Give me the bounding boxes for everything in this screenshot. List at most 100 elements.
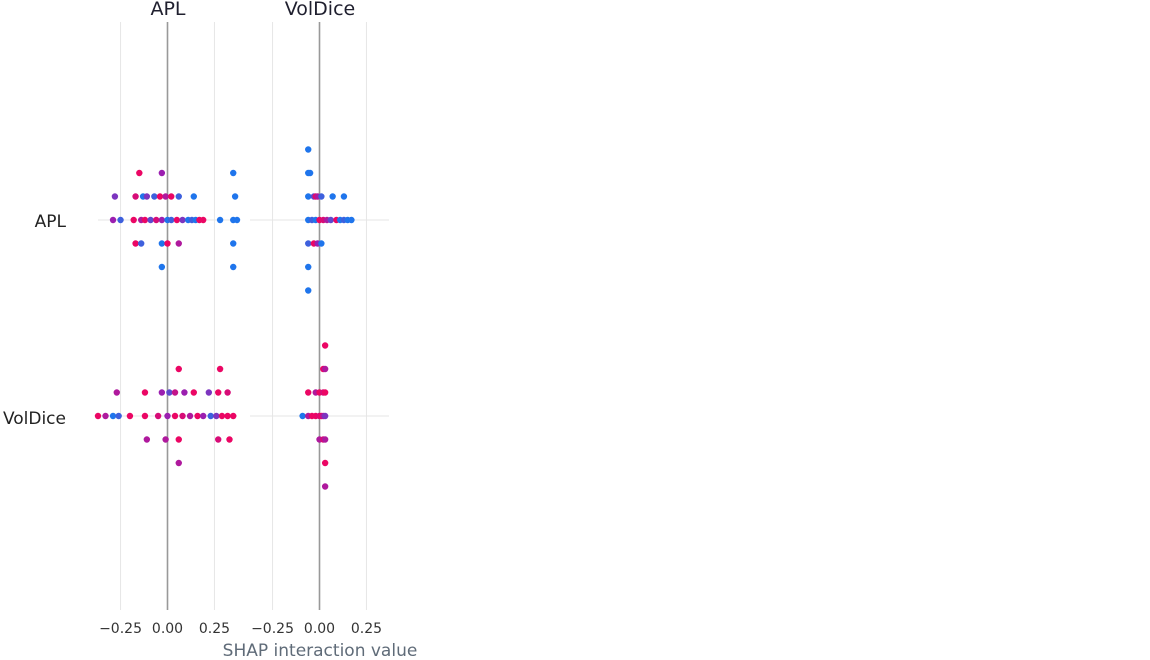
point-apl-apl-41 — [230, 263, 237, 271]
point-voldice-apl-16 — [126, 412, 134, 420]
point-voldice-voldice-20 — [321, 483, 329, 490]
x-tick-label-apl-1: 0.00 — [152, 621, 183, 637]
point-voldice-apl-0 — [175, 365, 182, 373]
point-apl-voldice-7 — [318, 193, 325, 200]
point-apl-voldice-21 — [348, 216, 355, 224]
point-apl-apl-33 — [233, 216, 241, 224]
points-layer — [94, 146, 355, 490]
point-voldice-apl-25 — [207, 412, 214, 420]
point-apl-voldice-0 — [305, 146, 312, 153]
point-apl-apl-14 — [109, 216, 117, 224]
point-voldice-apl-26 — [213, 412, 220, 420]
point-apl-apl-2 — [230, 169, 237, 177]
column-title-apl: APL — [150, 0, 185, 20]
point-voldice-voldice-15 — [321, 412, 329, 420]
point-apl-apl-12 — [190, 193, 197, 200]
point-apl-apl-39 — [230, 240, 237, 247]
x-axis-label: SHAP interaction value — [223, 641, 418, 660]
point-apl-apl-4 — [132, 193, 139, 200]
point-apl-voldice-26 — [305, 263, 312, 271]
point-voldice-apl-9 — [205, 389, 213, 396]
point-apl-voldice-25 — [318, 240, 325, 247]
point-apl-apl-18 — [141, 216, 149, 224]
point-apl-apl-31 — [216, 216, 224, 224]
point-voldice-apl-10 — [215, 389, 222, 396]
point-voldice-apl-22 — [186, 412, 194, 420]
text-layer: APL VolDice APL VolDice SHAP interaction… — [3, 0, 417, 660]
point-voldice-apl-3 — [141, 389, 149, 396]
point-apl-apl-35 — [138, 240, 145, 247]
point-voldice-apl-8 — [190, 389, 197, 396]
point-voldice-apl-31 — [162, 436, 169, 443]
point-apl-apl-0 — [136, 169, 143, 177]
grid-layer — [98, 22, 389, 610]
x-tick-label-voldice-2: 0.25 — [351, 621, 382, 637]
point-apl-voldice-22 — [305, 240, 312, 247]
x-tick-label-voldice-1: 0.00 — [304, 621, 335, 637]
point-voldice-voldice-2 — [321, 365, 329, 373]
point-voldice-apl-23 — [194, 412, 201, 420]
point-apl-apl-10 — [168, 193, 175, 200]
point-voldice-apl-7 — [181, 389, 188, 396]
row-label-voldice: VolDice — [3, 409, 66, 429]
x-tick-label-apl-0: −0.25 — [99, 621, 142, 637]
point-voldice-voldice-18 — [321, 436, 329, 443]
point-voldice-apl-2 — [113, 389, 120, 396]
point-voldice-apl-5 — [166, 389, 173, 396]
point-voldice-apl-34 — [226, 436, 233, 443]
point-apl-apl-23 — [168, 216, 175, 224]
x-tick-label-apl-2: 0.25 — [199, 621, 230, 637]
point-voldice-voldice-8 — [299, 412, 306, 420]
point-apl-apl-37 — [164, 240, 171, 247]
point-voldice-apl-32 — [175, 436, 182, 443]
point-voldice-apl-35 — [175, 459, 182, 467]
column-title-voldice: VolDice — [285, 0, 355, 20]
point-apl-apl-16 — [130, 216, 137, 224]
point-voldice-apl-27 — [218, 412, 226, 420]
point-voldice-apl-19 — [164, 412, 171, 420]
x-tick-label-voldice-0: −0.25 — [251, 621, 294, 637]
point-apl-voldice-27 — [305, 287, 312, 294]
point-voldice-apl-15 — [115, 412, 122, 420]
point-apl-apl-34 — [132, 240, 139, 247]
point-apl-apl-19 — [147, 216, 154, 224]
point-apl-apl-21 — [158, 216, 166, 224]
point-voldice-apl-18 — [154, 412, 162, 420]
point-voldice-apl-30 — [143, 436, 151, 443]
point-apl-voldice-3 — [305, 193, 312, 200]
point-voldice-apl-33 — [215, 436, 222, 443]
point-apl-apl-9 — [162, 193, 169, 200]
point-apl-apl-24 — [173, 216, 181, 224]
point-apl-apl-1 — [158, 169, 166, 177]
point-apl-apl-13 — [231, 193, 239, 200]
point-apl-apl-3 — [111, 193, 119, 200]
point-apl-apl-8 — [156, 193, 164, 200]
point-apl-apl-36 — [158, 240, 166, 247]
point-apl-voldice-2 — [306, 169, 314, 177]
point-voldice-apl-1 — [216, 365, 224, 373]
point-voldice-voldice-0 — [321, 342, 329, 349]
point-apl-apl-11 — [175, 193, 182, 200]
point-voldice-apl-20 — [171, 412, 179, 420]
point-apl-apl-6 — [143, 193, 151, 200]
point-voldice-apl-13 — [102, 412, 109, 420]
point-voldice-apl-11 — [224, 389, 231, 396]
point-voldice-apl-24 — [199, 412, 207, 420]
row-label-apl: APL — [35, 212, 67, 232]
point-voldice-voldice-7 — [321, 389, 329, 396]
point-apl-apl-20 — [153, 216, 160, 224]
point-apl-voldice-9 — [340, 193, 348, 200]
point-apl-apl-40 — [158, 263, 166, 271]
point-voldice-apl-4 — [158, 389, 166, 396]
point-apl-voldice-16 — [327, 216, 334, 224]
point-voldice-voldice-19 — [321, 459, 329, 467]
point-voldice-voldice-3 — [305, 389, 312, 396]
point-apl-apl-7 — [151, 193, 158, 200]
point-voldice-apl-17 — [141, 412, 149, 420]
point-voldice-apl-6 — [171, 389, 179, 396]
point-voldice-apl-29 — [230, 412, 237, 420]
point-voldice-apl-14 — [109, 412, 117, 420]
point-apl-apl-15 — [117, 216, 124, 224]
point-voldice-apl-12 — [94, 412, 102, 420]
